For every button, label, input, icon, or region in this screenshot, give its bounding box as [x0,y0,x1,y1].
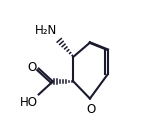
Text: H₂N: H₂N [35,24,57,37]
Text: O: O [86,103,95,116]
Text: HO: HO [19,96,38,109]
Text: O: O [27,61,36,74]
